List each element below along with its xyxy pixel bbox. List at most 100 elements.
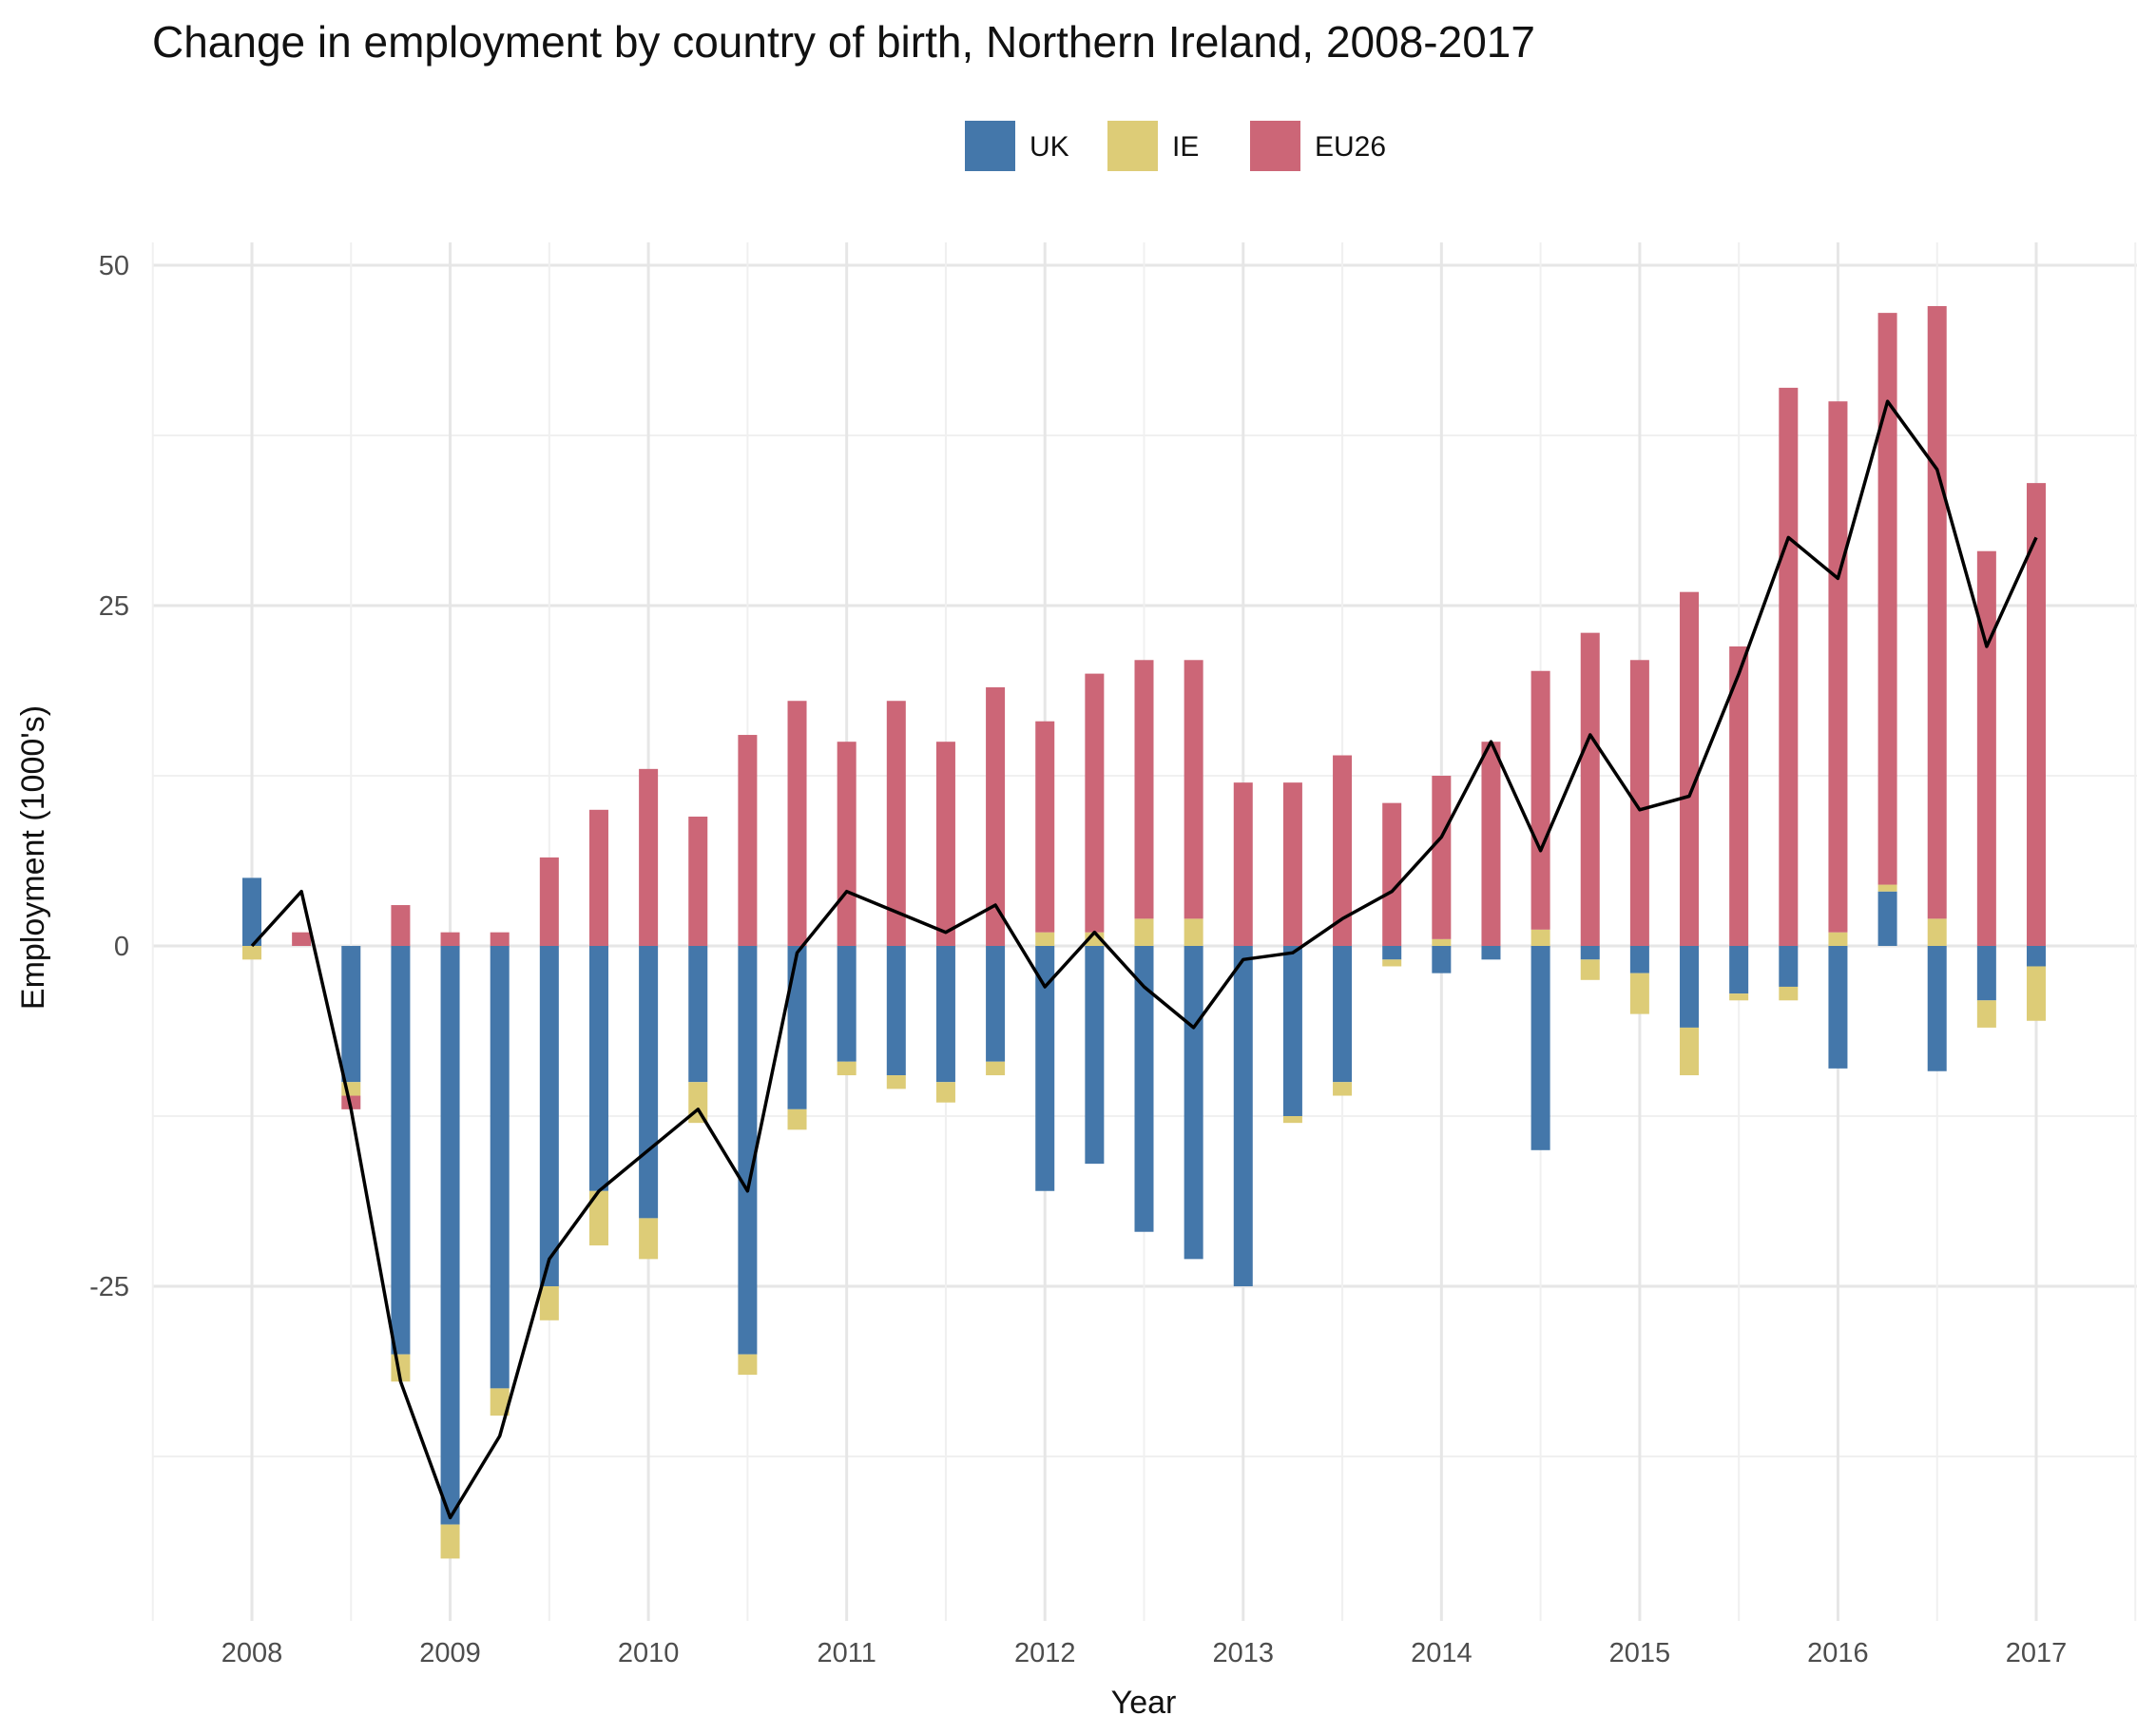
bar-ie [1432, 938, 1452, 946]
bar-eu26 [1085, 673, 1105, 933]
y-axis-title: Employment (1000's) [15, 705, 51, 1010]
bar-uk [242, 877, 261, 946]
bar-ie [787, 1108, 807, 1130]
bar-ie [1333, 1082, 1353, 1096]
bar-ie [886, 1075, 906, 1089]
x-tick-label: 2014 [1411, 1638, 1473, 1668]
bar-uk [1134, 946, 1154, 1232]
bar-uk [837, 946, 857, 1062]
x-tick-label: 2011 [817, 1638, 876, 1668]
bar-eu26 [1877, 313, 1897, 885]
bar-ie [837, 1061, 857, 1076]
x-tick-label: 2013 [1213, 1638, 1275, 1668]
bar-uk [440, 946, 460, 1525]
legend-label-eu26: EU26 [1315, 131, 1386, 163]
bar-eu26 [391, 905, 411, 946]
bar-eu26 [490, 932, 510, 946]
x-tick-label: 2009 [419, 1638, 481, 1668]
bar-eu26 [2027, 483, 2046, 946]
bar-uk [1085, 946, 1105, 1165]
bar-eu26 [1680, 591, 1700, 946]
chart-title: Change in employment by country of birth… [152, 17, 1535, 67]
legend-label-ie: IE [1172, 131, 1199, 163]
bar-eu26 [837, 742, 857, 946]
legend-swatch-uk [965, 121, 1015, 171]
bar-uk [391, 946, 411, 1355]
bar-ie [1779, 986, 1799, 1001]
x-tick-label: 2008 [221, 1638, 283, 1668]
y-tick-label: 25 [99, 591, 129, 622]
bar-uk [639, 946, 659, 1219]
bar-ie [1976, 1000, 1996, 1028]
bar-uk [1282, 946, 1302, 1116]
bar-ie [639, 1218, 659, 1260]
x-tick-label: 2016 [1807, 1638, 1869, 1668]
bar-eu26 [986, 686, 1006, 946]
bar-ie [539, 1286, 559, 1321]
bar-ie [242, 946, 261, 960]
bar-eu26 [1333, 755, 1353, 946]
bar-eu26 [1779, 387, 1799, 946]
x-tick-label: 2010 [618, 1638, 680, 1668]
bar-uk [1877, 891, 1897, 946]
bar-uk [1184, 946, 1203, 1260]
bar-eu26 [1580, 632, 1600, 946]
bar-ie [1927, 918, 1947, 946]
bar-uk [738, 946, 758, 1355]
bar-ie [2027, 966, 2046, 1021]
bar-eu26 [787, 701, 807, 946]
y-tick-label: -25 [89, 1272, 129, 1302]
bar-ie [1729, 993, 1749, 1001]
bar-uk [1828, 946, 1848, 1069]
bar-uk [688, 946, 708, 1083]
x-tick-label: 2012 [1014, 1638, 1076, 1668]
x-tick-label: 2017 [2006, 1638, 2068, 1668]
bar-ie [935, 1082, 955, 1103]
bar-ie [738, 1354, 758, 1376]
bar-uk [935, 946, 955, 1083]
bar-uk [986, 946, 1006, 1062]
bar-ie [1382, 959, 1402, 967]
bar-eu26 [292, 932, 312, 946]
bar-ie [588, 1190, 608, 1246]
bar-ie [1530, 929, 1550, 946]
y-tick-label: 0 [114, 932, 129, 962]
x-tick-label: 2015 [1609, 1638, 1671, 1668]
x-axis-title: Year [1111, 1685, 1177, 1721]
bar-uk [1629, 946, 1649, 974]
bar-eu26 [1828, 401, 1848, 933]
bar-eu26 [886, 701, 906, 946]
bar-uk [1530, 946, 1550, 1150]
bar-eu26 [1035, 721, 1055, 933]
bar-uk [1927, 946, 1947, 1071]
total-line-layer [250, 399, 2038, 1520]
bar-eu26 [1134, 660, 1154, 919]
bar-eu26 [1927, 305, 1947, 919]
legend-swatch-ie [1107, 121, 1158, 171]
bar-uk [490, 946, 510, 1389]
bar-uk [1976, 946, 1996, 1001]
line-total [250, 399, 2038, 1520]
bar-ie [1184, 918, 1203, 946]
legend-label-uk: UK [1030, 131, 1069, 163]
bar-eu26 [1382, 802, 1402, 946]
bar-eu26 [1629, 660, 1649, 946]
bar-uk [539, 946, 559, 1286]
bar-eu26 [639, 768, 659, 946]
bar-uk [341, 946, 361, 1083]
bar-uk [1481, 946, 1501, 960]
bar-eu26 [1432, 776, 1452, 939]
bar-ie [1282, 1116, 1302, 1124]
bar-eu26 [1282, 782, 1302, 946]
bar-uk [1779, 946, 1799, 987]
bar-ie [986, 1061, 1006, 1076]
legend-swatch-eu26 [1250, 121, 1300, 171]
bar-ie [1580, 959, 1600, 980]
bar-eu26 [1481, 742, 1501, 946]
bar-uk [1333, 946, 1353, 1083]
bar-eu26 [738, 735, 758, 946]
bar-eu26 [1530, 670, 1550, 930]
bar-eu26 [935, 742, 955, 946]
bar-eu26 [588, 809, 608, 946]
bar-eu26 [1233, 782, 1253, 946]
